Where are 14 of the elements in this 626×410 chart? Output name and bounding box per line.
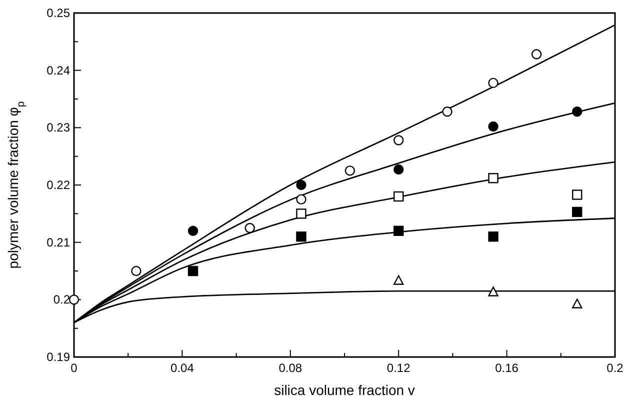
x-axis-title: silica volume fraction v [274, 382, 415, 398]
x-tick-label: 0.2 [606, 361, 624, 375]
x-tick-label: 0.12 [386, 361, 411, 375]
y-tick-label: 0.24 [46, 63, 70, 78]
y-tick-label: 0.2 [53, 292, 70, 307]
y-tick-label: 0.22 [46, 178, 70, 192]
x-tick-label: 0.08 [278, 361, 302, 375]
x-tick-label: 0.04 [170, 361, 194, 375]
y-tick-label: 0.19 [46, 350, 70, 364]
y-tick-label: 0.21 [46, 235, 70, 250]
x-tick-label: 0.16 [495, 361, 519, 375]
x-tick-label: 0 [70, 361, 78, 375]
y-tick-label: 0.25 [46, 6, 70, 20]
y-tick-label: 0.23 [46, 120, 70, 135]
